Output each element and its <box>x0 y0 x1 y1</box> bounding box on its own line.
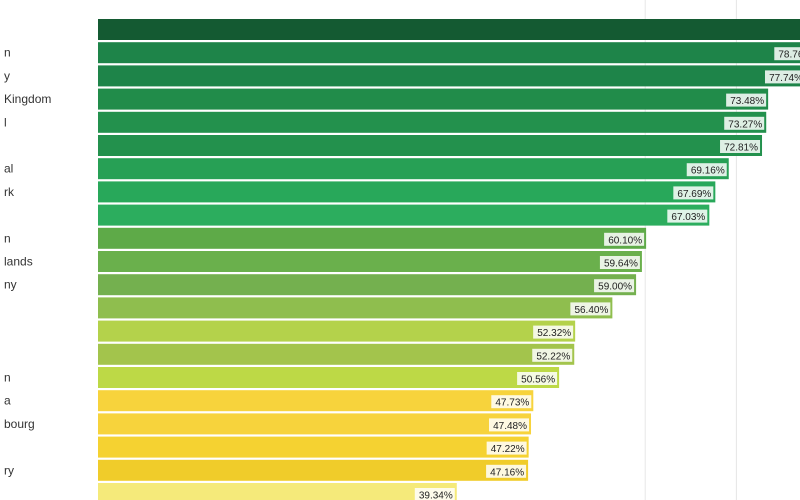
bar <box>98 367 560 388</box>
bar <box>98 135 763 156</box>
value-label-background <box>489 418 530 432</box>
category-label: n <box>4 371 11 385</box>
value-label: 77.74% <box>769 73 800 84</box>
value-label-background <box>414 488 455 500</box>
bar <box>98 111 767 133</box>
category-label: rk <box>4 185 15 199</box>
bar <box>98 343 575 365</box>
bar <box>98 436 529 458</box>
value-label: 52.32% <box>537 328 571 339</box>
value-label: 67.03% <box>671 212 705 223</box>
value-label-background <box>599 256 640 269</box>
value-label: 47.73% <box>495 398 529 409</box>
value-label: 52.22% <box>536 351 570 362</box>
category-label: al <box>4 162 13 176</box>
bar <box>98 65 800 87</box>
category-label: ny <box>4 278 17 292</box>
value-label: 47.22% <box>491 444 525 455</box>
value-label: 47.48% <box>493 421 527 432</box>
value-label: 78.76% <box>778 50 800 61</box>
value-label-background <box>604 232 645 246</box>
value-label: 72.81% <box>724 143 758 154</box>
value-label-background <box>532 348 573 362</box>
category-label: l <box>4 115 7 129</box>
value-label: 69.16% <box>691 166 725 177</box>
value-label: 56.40% <box>574 305 608 316</box>
bar <box>98 320 576 342</box>
category-label: y <box>4 69 10 83</box>
bar <box>98 390 534 412</box>
value-label: 50.56% <box>521 375 555 386</box>
bar <box>98 19 800 40</box>
bar <box>98 204 710 226</box>
value-label-background <box>764 70 800 84</box>
value-label: 59.00% <box>598 282 632 293</box>
category-label: n <box>4 46 11 60</box>
category-label: bourg <box>4 417 35 431</box>
category-label: lands <box>4 255 33 269</box>
value-label-background <box>533 325 574 339</box>
value-label-background <box>673 186 714 200</box>
category-label: n <box>4 231 11 245</box>
bar <box>98 227 647 249</box>
bar <box>98 413 532 435</box>
bar <box>98 88 769 110</box>
bar <box>98 42 800 64</box>
value-labels: 78.76% 77.74% 73.48% 73.27% 72.81% 69.16% 67.6… <box>414 47 800 500</box>
value-label: 73.48% <box>730 96 764 107</box>
category-label: a <box>4 394 11 408</box>
value-label: 73.27% <box>728 119 762 130</box>
value-label-background <box>724 116 765 130</box>
value-label: 60.10% <box>608 235 642 246</box>
bar <box>98 251 642 272</box>
value-label: 67.69% <box>677 189 711 200</box>
value-label-background <box>486 441 527 455</box>
value-label-background <box>570 302 611 316</box>
value-label-background <box>486 464 527 478</box>
bar <box>98 297 613 319</box>
value-label-background <box>594 279 635 293</box>
value-label-background <box>667 209 708 223</box>
bars-group <box>98 19 800 500</box>
category-label: ry <box>4 463 14 477</box>
value-label: 39.34% <box>419 491 453 500</box>
bar <box>98 483 457 500</box>
bar <box>98 274 637 296</box>
value-label: 59.64% <box>604 259 638 270</box>
value-label-background <box>517 372 558 385</box>
value-label: 47.16% <box>490 467 524 478</box>
value-label-background <box>726 93 767 107</box>
bar <box>98 459 529 481</box>
bar <box>98 181 716 203</box>
value-label-background <box>686 163 727 177</box>
value-label-background <box>774 47 800 61</box>
value-label-background <box>720 140 761 153</box>
category-label: Kingdom <box>4 92 51 106</box>
bar <box>98 158 729 180</box>
value-label-background <box>491 395 532 409</box>
